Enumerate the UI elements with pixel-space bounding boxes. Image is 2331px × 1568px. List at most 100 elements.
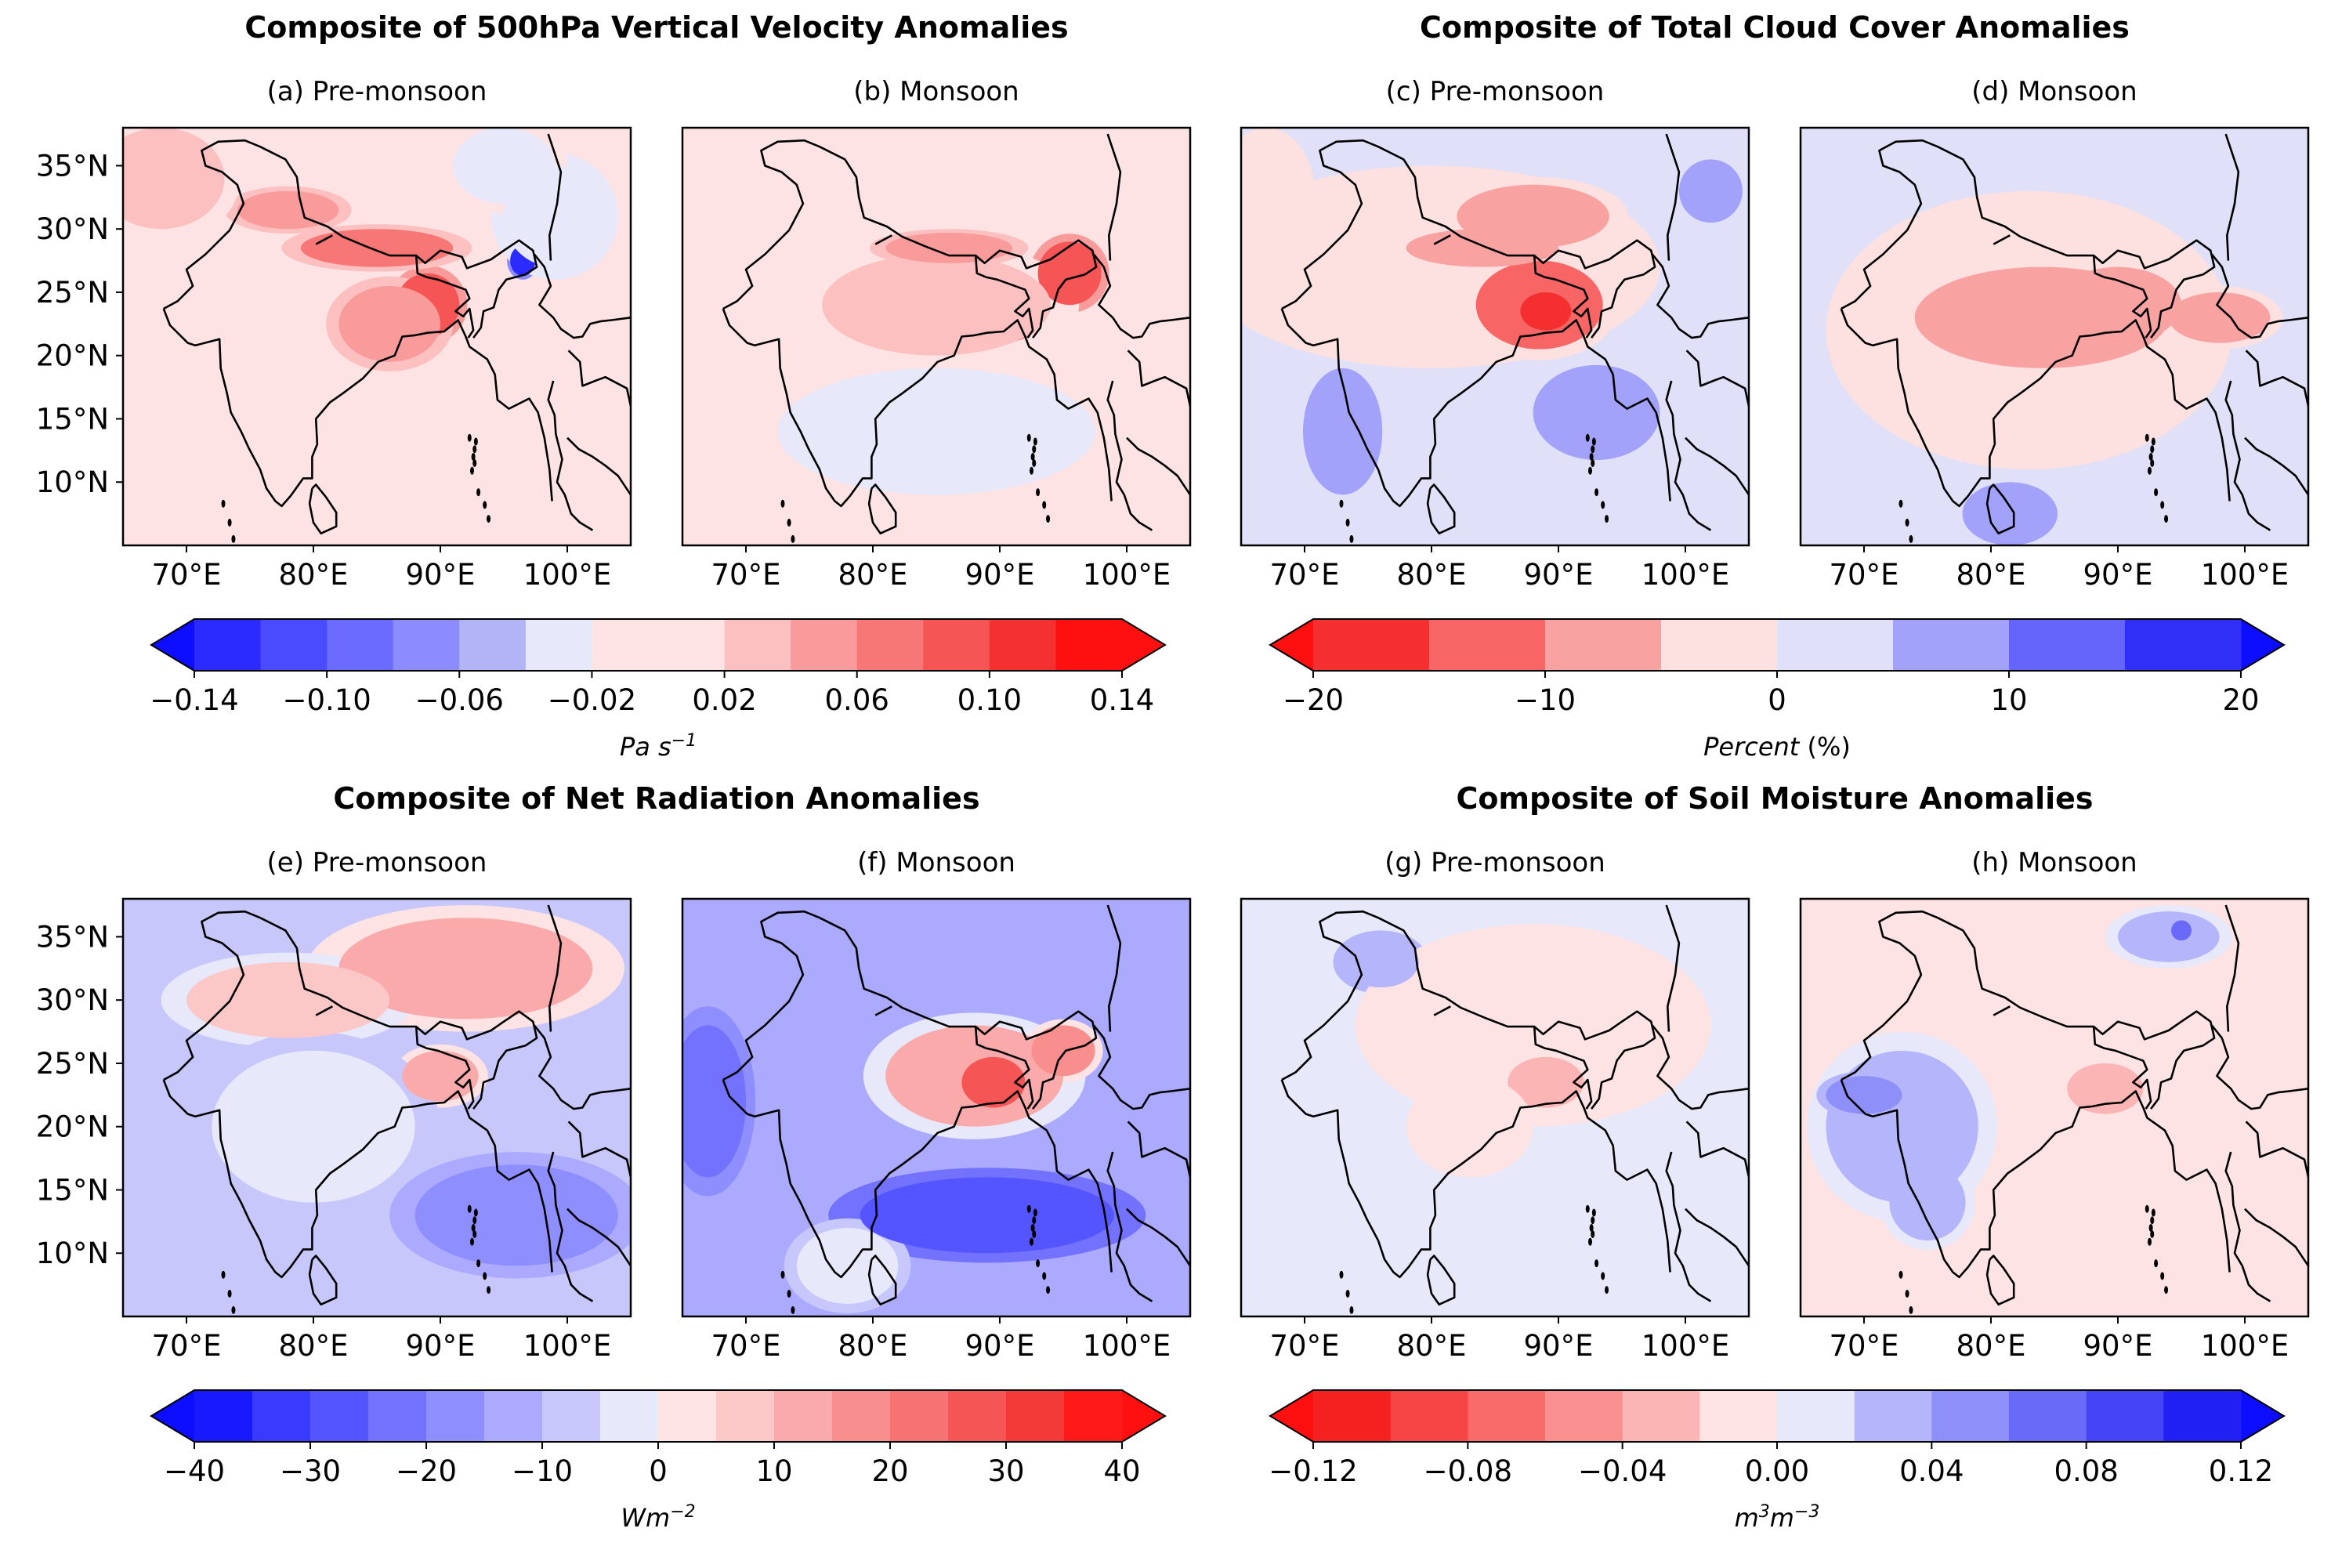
border-line	[1127, 1121, 1190, 1178]
colorbar-bin	[923, 619, 990, 671]
island	[487, 1286, 491, 1295]
border-line	[1092, 1024, 1190, 1110]
colorbar-bin	[2086, 1390, 2164, 1442]
colorbar-bin	[459, 619, 527, 671]
colorbar-tick-label: 0.06	[825, 683, 889, 717]
border-line	[414, 1027, 475, 1110]
island	[1032, 445, 1037, 454]
anomaly-contour	[1520, 292, 1572, 331]
colorbar-2: −40 −30 −20 −10 0 10 20 30 40 Wm−2	[150, 1389, 1167, 1533]
colorbar-bin	[194, 1390, 253, 1442]
border-line	[1106, 380, 1153, 531]
colorbar-bin	[1545, 619, 1662, 671]
map-panel-e: (e) Pre-monsoon 70°E 80°E 90°E 100°E 35°N 30°N…	[36, 847, 632, 1363]
colorbar-bin	[327, 619, 394, 671]
colorbar-bin	[542, 1390, 601, 1442]
colorbar-bin	[1006, 1390, 1065, 1442]
island	[787, 518, 791, 527]
colorbar-bin	[525, 619, 592, 671]
colorbar-bin	[393, 619, 460, 671]
colorbar-0: −0.14 −0.10 −0.06 −0.02 0.02 0.06 0.10 0.14 Pa s…	[150, 618, 1167, 762]
anomaly-contour	[1826, 1076, 1902, 1114]
colorbar-bin	[948, 1390, 1007, 1442]
colorbar-tick-label: −10	[1515, 683, 1576, 717]
island	[1589, 452, 1594, 461]
colorbar-tick-label: 0.14	[1090, 683, 1154, 717]
island	[1588, 1237, 1592, 1246]
anomaly-contour	[1311, 381, 1375, 483]
x-tick-label: 100°E	[1083, 1329, 1171, 1363]
island	[483, 1272, 487, 1280]
colorbar-bin	[1064, 1390, 1123, 1442]
border-line	[2224, 1151, 2271, 1302]
island	[2145, 433, 2149, 442]
anomaly-contour	[212, 1050, 415, 1203]
island	[2160, 501, 2165, 509]
island	[1042, 1272, 1047, 1280]
island	[2145, 1204, 2149, 1213]
colorbar-over-arrow	[2241, 619, 2284, 671]
panel-frame	[1799, 126, 2310, 547]
y-tick-label: 25°N	[36, 276, 109, 310]
island	[2150, 459, 2155, 468]
x-tick-label: 70°E	[1830, 558, 1899, 592]
colorbar-bin	[484, 1390, 543, 1442]
group-title: Composite of 500hPa Vertical Velocity An…	[244, 10, 1068, 45]
colorbar-bin	[1854, 1390, 1932, 1442]
island	[1349, 1305, 1354, 1314]
colorbar-bin	[716, 1390, 775, 1442]
border-line	[1985, 1255, 2015, 1305]
border-line	[1685, 436, 1749, 496]
map-panel-a: (a) Pre-monsoon 70°E 80°E 90°E 100°E 35°N 30°N…	[36, 76, 632, 592]
island	[1594, 1259, 1599, 1268]
y-tick-label: 20°N	[36, 339, 109, 373]
colorbar-bin	[2163, 1390, 2242, 1442]
island	[487, 515, 491, 523]
x-tick-label: 100°E	[2201, 1329, 2289, 1363]
border-line	[1126, 436, 1190, 496]
panel-frame	[1799, 897, 2310, 1318]
y-tick-label: 10°N	[36, 465, 109, 499]
anomaly-contour	[453, 128, 555, 204]
island	[1591, 437, 1596, 446]
island	[1898, 1270, 1903, 1279]
anomaly-contour	[2171, 920, 2192, 941]
border-line	[1993, 234, 2011, 245]
island	[472, 459, 477, 468]
border-line	[1533, 255, 1593, 339]
anomaly-contour	[2067, 1063, 2144, 1114]
colorbar-bin	[1545, 1390, 1623, 1442]
colorbar-tick-label: 0.04	[1899, 1454, 1964, 1488]
anomaly-contour	[338, 285, 440, 362]
y-tick-label: 15°N	[36, 402, 109, 436]
border-line	[566, 436, 631, 496]
y-tick-label: 10°N	[36, 1237, 109, 1270]
island	[2154, 488, 2159, 497]
anomaly-contour	[123, 128, 225, 230]
colorbar-under-arrow	[151, 619, 194, 671]
border-line	[2210, 253, 2308, 339]
island	[2148, 452, 2153, 461]
anomaly-contour	[186, 961, 390, 1038]
y-tick-label: 35°N	[36, 149, 109, 183]
border-line	[308, 483, 338, 534]
island	[788, 1325, 792, 1333]
group-title: Composite of Net Radiation Anomalies	[333, 781, 979, 816]
island	[1030, 1237, 1033, 1246]
island	[1905, 1289, 1909, 1298]
colorbar-tick-label: −20	[396, 1454, 457, 1488]
colorbar-bin	[252, 1390, 311, 1442]
colorbar-bin	[724, 619, 791, 671]
anomaly-contour	[708, 165, 835, 292]
island	[2148, 1223, 2153, 1232]
island	[483, 501, 487, 509]
island	[471, 1223, 476, 1232]
island	[2160, 1272, 2165, 1280]
colorbar-bin	[194, 619, 262, 671]
anomaly-contour	[860, 1177, 1114, 1254]
colorbar-bin	[774, 1390, 833, 1442]
island	[472, 1230, 477, 1239]
colorbar-bin	[856, 619, 924, 671]
island	[2150, 1216, 2155, 1225]
border-line	[414, 255, 475, 339]
